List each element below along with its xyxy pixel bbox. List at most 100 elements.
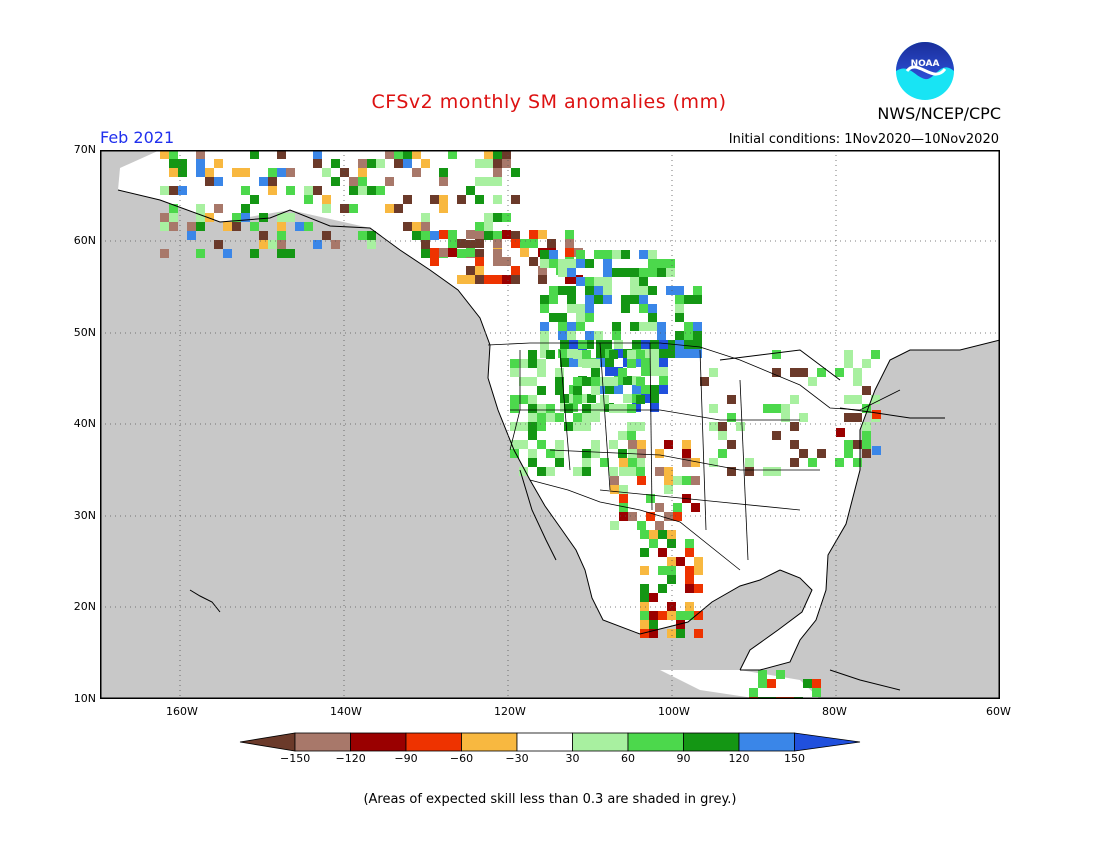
lon-tick-label: 120W	[494, 705, 526, 718]
anomaly-cell	[555, 377, 564, 386]
anomaly-cell	[658, 548, 667, 557]
anomaly-cell	[564, 404, 573, 413]
anomaly-cell	[565, 275, 574, 284]
anomaly-cell	[214, 204, 223, 213]
anomaly-cell	[313, 186, 322, 195]
anomaly-cell	[196, 168, 205, 177]
anomaly-cell	[630, 277, 639, 286]
anomaly-cell	[636, 377, 645, 386]
anomaly-cell	[844, 359, 853, 368]
anomaly-cell	[609, 350, 618, 359]
anomaly-cell	[567, 259, 576, 268]
anomaly-cell	[605, 358, 614, 367]
anomaly-cell	[502, 159, 511, 168]
anomaly-cell	[558, 349, 567, 358]
anomaly-cell	[614, 340, 623, 349]
anomaly-cell	[657, 331, 666, 340]
anomaly-cell	[684, 340, 693, 349]
anomaly-cell	[612, 250, 621, 259]
anomaly-cell	[628, 512, 637, 521]
anomaly-cell	[641, 340, 650, 349]
anomaly-cell	[567, 331, 576, 340]
anomaly-cell	[169, 159, 178, 168]
anomaly-cell	[718, 431, 727, 440]
anomaly-cell	[639, 250, 648, 259]
anomaly-cell	[475, 266, 484, 275]
anomaly-cell	[676, 629, 685, 638]
anomaly-cell	[520, 248, 529, 257]
anomaly-cell	[727, 440, 736, 449]
lat-tick-label: 20N	[73, 600, 96, 613]
anomaly-cell	[591, 377, 600, 386]
map-frame	[100, 150, 1000, 699]
anomaly-cell	[569, 403, 578, 412]
anomaly-cell	[475, 239, 484, 248]
anomaly-cell	[313, 150, 322, 159]
anomaly-cell	[862, 359, 871, 368]
anomaly-cell	[466, 230, 475, 239]
anomaly-cell	[835, 368, 844, 377]
logo-text: NOAA	[911, 59, 940, 69]
anomaly-cell	[619, 494, 628, 503]
footnote: (Areas of expected skill less than 0.3 a…	[363, 792, 737, 807]
anomaly-cell	[594, 331, 603, 340]
colorbar-swatches	[239, 732, 861, 752]
anomaly-cell	[718, 422, 727, 431]
anomaly-cell	[799, 449, 808, 458]
anomaly-cell	[621, 250, 630, 259]
anomaly-cell	[223, 222, 232, 231]
anomaly-cell	[250, 195, 259, 204]
anomaly-cell	[421, 222, 430, 231]
anomaly-cell	[636, 395, 645, 404]
anomaly-cell	[565, 230, 574, 239]
anomaly-cell	[385, 177, 394, 186]
anomaly-cell	[808, 377, 817, 386]
anomaly-cell	[466, 240, 475, 249]
anomaly-cell	[767, 679, 776, 688]
anomaly-cell	[853, 395, 862, 404]
lon-tick-label: 160W	[166, 705, 198, 718]
anomaly-cell	[573, 467, 582, 476]
lon-tick-label: 80W	[822, 705, 847, 718]
anomaly-cell	[676, 557, 685, 566]
anomaly-cell	[549, 259, 558, 268]
anomaly-cell	[277, 240, 286, 249]
anomaly-cell	[259, 177, 268, 186]
anomaly-cell	[511, 231, 520, 240]
anomaly-cell	[558, 286, 567, 295]
anomaly-cell	[286, 168, 295, 177]
anomaly-cell	[630, 268, 639, 277]
anomaly-cell	[286, 213, 295, 222]
anomaly-cell	[403, 222, 412, 231]
anomaly-cell	[331, 177, 340, 186]
anomaly-cell	[223, 249, 232, 258]
anomaly-cell	[394, 159, 403, 168]
anomaly-cell	[160, 222, 169, 231]
anomaly-cell	[619, 467, 628, 476]
anomaly-cell	[484, 275, 493, 284]
anomaly-cell	[322, 168, 331, 177]
anomaly-cell	[484, 177, 493, 186]
anomaly-cell	[853, 440, 862, 449]
anomaly-cell	[675, 313, 684, 322]
anomaly-cell	[565, 248, 574, 257]
anomaly-cell	[232, 222, 241, 231]
anomaly-cell	[639, 268, 648, 277]
anomaly-cell	[564, 422, 573, 431]
anomaly-cell	[313, 159, 322, 168]
anomaly-cell	[591, 404, 600, 413]
anomaly-cell	[639, 322, 648, 331]
anomaly-cell	[196, 213, 205, 222]
anomaly-cell	[657, 259, 666, 268]
anomaly-cell	[576, 322, 585, 331]
anomaly-cell	[196, 159, 205, 168]
anomaly-cell	[650, 349, 659, 358]
anomaly-cell	[649, 593, 658, 602]
anomaly-cell	[367, 159, 376, 168]
anomaly-cell	[871, 395, 880, 404]
anomaly-cell	[585, 277, 594, 286]
anomaly-cell	[641, 394, 650, 403]
anomaly-cell	[591, 440, 600, 449]
anomaly-cell	[376, 186, 385, 195]
anomaly-cell	[666, 259, 675, 268]
